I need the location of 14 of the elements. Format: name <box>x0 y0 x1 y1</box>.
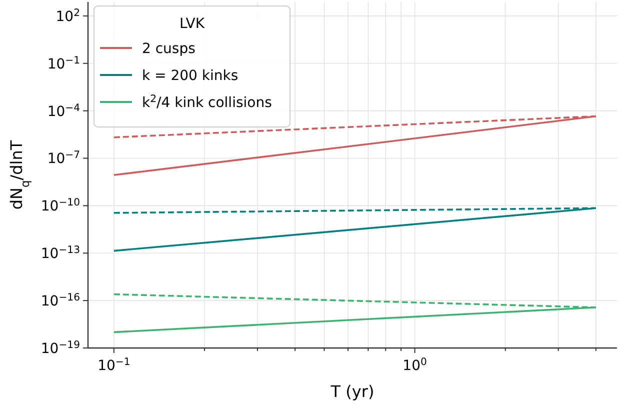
y-tick-label: 10$^{−19}$ <box>40 340 80 357</box>
y-tick-label: 10$^{2}$ <box>56 7 80 25</box>
x-axis-title: T (yr) <box>330 382 374 401</box>
x-tick-label: 10$^{0}$ <box>402 356 427 374</box>
legend-label: k$^{2}$/4 kink collisions <box>142 94 272 111</box>
y-tick-label: 10$^{−1}$ <box>47 54 80 72</box>
y-tick-label: 10$^{−4}$ <box>47 102 80 120</box>
legend-label: k = 200 kinks <box>142 68 238 84</box>
y-tick-label: 10$^{−10}$ <box>40 197 80 215</box>
legend-title: LVK <box>179 16 206 32</box>
y-tick-label: 10$^{−13}$ <box>40 244 80 262</box>
legend-label: 2 cusps <box>142 41 196 57</box>
y-tick-label: 10$^{−16}$ <box>40 292 80 310</box>
y-tick-label: 10$^{−7}$ <box>47 150 80 168</box>
